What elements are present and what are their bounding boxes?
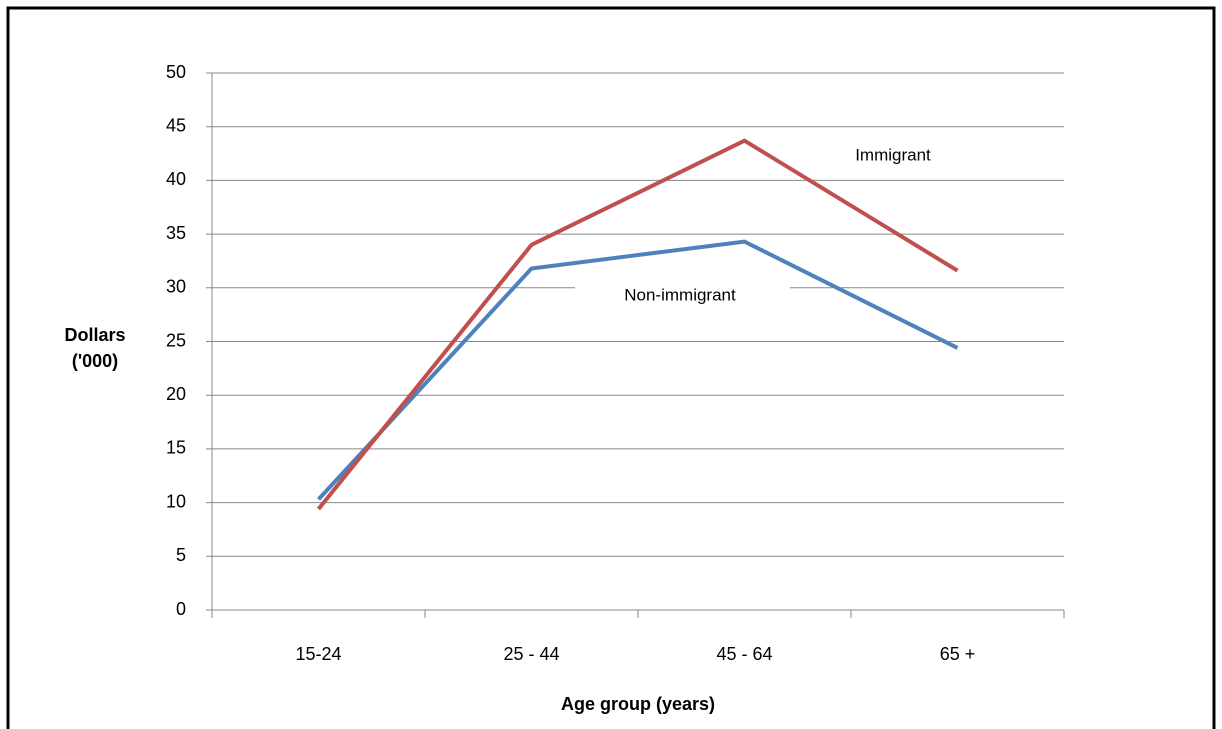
series-label: Immigrant: [855, 145, 931, 164]
x-tick-label: 45 - 64: [716, 644, 772, 664]
series-line: [317, 239, 959, 501]
x-axis-title: Age group (years): [561, 694, 715, 714]
series-label: Non-immigrant: [624, 285, 736, 304]
y-tick-label: 15: [166, 438, 186, 458]
y-tick-label: 25: [166, 330, 186, 350]
y-tick-label: 30: [166, 277, 186, 297]
y-tick-label: 5: [176, 545, 186, 565]
frame: [6, 6, 1216, 729]
y-tick-label: 0: [176, 599, 186, 619]
series-line: [316, 138, 959, 511]
label-background: [575, 284, 790, 308]
y-tick-label: 40: [166, 169, 186, 189]
y-axis-title: Dollars ('000): [64, 325, 126, 371]
x-tick-label: 25 - 44: [503, 644, 559, 664]
y-tick-label: 20: [166, 384, 186, 404]
label-background: [835, 144, 955, 168]
y-tick-label: 50: [166, 62, 186, 82]
x-tick-label: 15-24: [295, 644, 341, 664]
y-tick-label: 10: [166, 491, 186, 511]
x-tick-label: 65 +: [940, 644, 976, 664]
y-tick-label: 45: [166, 115, 186, 135]
y-tick-label: 35: [166, 223, 186, 243]
